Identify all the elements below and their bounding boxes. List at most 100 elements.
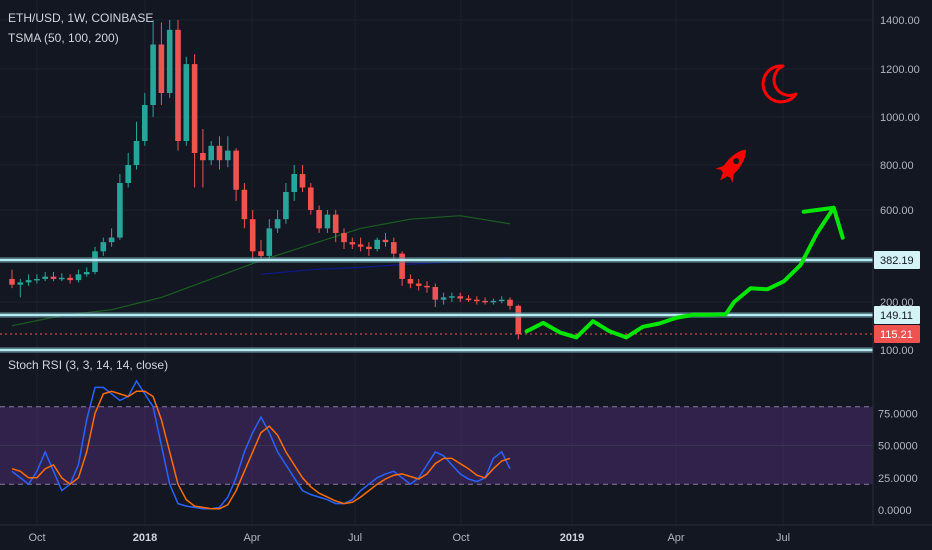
y-tick-label: 600.00 — [880, 205, 914, 217]
candle-body — [391, 242, 397, 254]
rocket-body — [721, 149, 746, 178]
candle-body — [25, 280, 32, 283]
candle-body — [166, 29, 173, 93]
candle-body — [216, 145, 223, 161]
price-label-box — [874, 325, 920, 343]
candle-body — [83, 272, 90, 275]
candle-body — [150, 44, 156, 105]
candle-body — [316, 210, 322, 229]
candle-body — [465, 298, 472, 301]
candle-body — [366, 246, 372, 250]
y-tick-label: 1200.00 — [880, 64, 920, 76]
y-tick-label: 800.00 — [880, 160, 914, 172]
price-axis-bg — [873, 0, 932, 550]
candle-body — [498, 299, 505, 302]
price-label-box — [874, 306, 920, 324]
candle-body — [133, 141, 140, 165]
candle-body — [291, 174, 297, 192]
candle-body — [341, 232, 347, 243]
candle-body — [507, 299, 513, 306]
y-tick-label: 100.00 — [880, 345, 914, 357]
rsi-tick-label: 25.0000 — [878, 473, 918, 485]
candle-body — [241, 189, 248, 220]
candle-body — [17, 282, 24, 285]
candle-body — [183, 64, 190, 141]
rocket-flame — [720, 172, 728, 181]
candle-body — [249, 219, 256, 252]
candle-body — [117, 183, 123, 238]
candle-body — [42, 276, 48, 279]
x-tick-label: Oct — [28, 532, 45, 544]
candle-body — [266, 228, 273, 256]
drawn-green-arrow — [524, 205, 836, 340]
y-tick-label: 1400.00 — [880, 15, 920, 27]
x-tick-label: Oct — [452, 532, 469, 544]
candle-body — [67, 277, 73, 281]
candle-body — [158, 44, 165, 93]
candle-body — [382, 239, 389, 243]
x-tick-label: 2019 — [560, 532, 584, 544]
candle-body — [233, 150, 239, 190]
candle-body — [59, 277, 65, 280]
candle-body — [75, 274, 82, 281]
x-tick-label: Jul — [348, 532, 362, 544]
candle-body — [332, 214, 339, 233]
candle-body — [208, 145, 214, 161]
candle-body — [108, 237, 115, 243]
rocket-window — [733, 158, 740, 165]
candle-body — [474, 299, 480, 302]
candle-body — [490, 300, 497, 303]
candle-body — [175, 29, 181, 141]
stoch-rsi-panel — [0, 379, 873, 510]
candle-body — [515, 305, 522, 335]
candle-body — [399, 253, 405, 279]
rocket-fin-right — [729, 171, 735, 183]
candle-body — [482, 300, 488, 303]
candle-body — [349, 242, 356, 245]
candle-body — [125, 165, 131, 183]
y-tick-label: 1000.00 — [880, 112, 920, 124]
rsi-series-k — [11, 379, 511, 510]
annotations — [524, 64, 845, 340]
price-label: 115.21 — [880, 329, 913, 341]
candle-body — [374, 239, 380, 250]
candle-body — [142, 105, 148, 141]
candle-body — [191, 64, 198, 153]
candle-body — [299, 174, 306, 188]
x-tick-label: Apr — [243, 532, 260, 544]
price-label: 382.19 — [880, 255, 914, 267]
price-label-box — [874, 251, 920, 269]
price-label: 149.11 — [880, 310, 913, 322]
candle-body — [50, 276, 57, 279]
candle-body — [357, 244, 364, 247]
candle-body — [283, 192, 289, 220]
candle-body — [274, 219, 281, 229]
rsi-tick-label: 50.0000 — [878, 441, 918, 453]
candle-body — [449, 296, 455, 298]
rocket-fin-left — [715, 164, 727, 171]
candle-body — [457, 296, 463, 299]
rsi-tick-label: 75.0000 — [878, 408, 918, 420]
x-tick-label: 2018 — [133, 532, 157, 544]
candle-body — [308, 187, 314, 210]
rsi-series-d — [11, 390, 511, 510]
candle-body — [34, 278, 40, 281]
candle-body — [225, 150, 231, 161]
candle-body — [9, 278, 15, 285]
x-tick-label: Apr — [667, 532, 684, 544]
arrow-head — [801, 205, 845, 240]
candle-body — [407, 278, 414, 284]
candle-body — [200, 153, 206, 161]
candle-body — [432, 287, 439, 300]
candle-body — [415, 283, 422, 286]
x-tick-label: Jul — [776, 532, 790, 544]
candle-body — [258, 251, 264, 256]
moon-icon — [761, 64, 798, 104]
candle-body — [100, 242, 107, 252]
candle-body — [324, 214, 331, 229]
rsi-tick-label: 0.0000 — [878, 505, 912, 517]
rocket-icon — [715, 149, 746, 183]
candle-body — [424, 285, 430, 288]
